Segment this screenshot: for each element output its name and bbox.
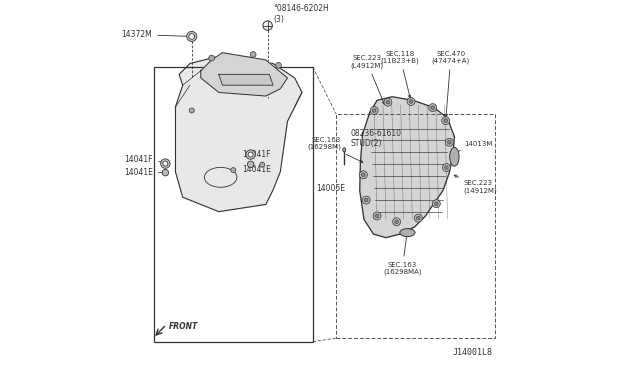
Circle shape bbox=[442, 164, 451, 171]
Text: 14013M: 14013M bbox=[454, 141, 492, 154]
Circle shape bbox=[409, 100, 413, 103]
Text: FRONT: FRONT bbox=[169, 322, 198, 331]
Circle shape bbox=[248, 161, 254, 167]
Circle shape bbox=[433, 200, 440, 208]
Circle shape bbox=[189, 108, 195, 113]
Polygon shape bbox=[175, 56, 302, 212]
Text: 14372M: 14372M bbox=[121, 30, 189, 39]
Text: SEC.163
(16298MA): SEC.163 (16298MA) bbox=[383, 233, 422, 275]
Circle shape bbox=[248, 152, 253, 157]
Circle shape bbox=[386, 100, 390, 104]
Circle shape bbox=[161, 159, 170, 168]
Circle shape bbox=[263, 21, 272, 30]
Circle shape bbox=[260, 162, 265, 167]
Circle shape bbox=[163, 161, 168, 166]
Text: 14041F: 14041F bbox=[125, 155, 163, 164]
Circle shape bbox=[231, 167, 236, 173]
Text: SEC.163
(16298M): SEC.163 (16298M) bbox=[307, 137, 363, 163]
Polygon shape bbox=[201, 53, 287, 96]
Circle shape bbox=[435, 202, 438, 205]
Polygon shape bbox=[219, 74, 273, 85]
Circle shape bbox=[246, 150, 255, 159]
Circle shape bbox=[407, 97, 415, 105]
Text: J14001L8: J14001L8 bbox=[452, 348, 493, 357]
Polygon shape bbox=[360, 97, 454, 238]
Circle shape bbox=[442, 117, 450, 125]
Circle shape bbox=[364, 198, 368, 202]
Text: SEC.470
(47474+A): SEC.470 (47474+A) bbox=[431, 51, 470, 117]
Text: 14041F: 14041F bbox=[243, 150, 271, 160]
Circle shape bbox=[162, 169, 168, 176]
Circle shape bbox=[209, 55, 214, 61]
Ellipse shape bbox=[400, 229, 415, 237]
Circle shape bbox=[373, 212, 381, 220]
Circle shape bbox=[414, 214, 422, 222]
Ellipse shape bbox=[450, 147, 459, 166]
Text: 14005E: 14005E bbox=[316, 184, 346, 193]
Circle shape bbox=[445, 166, 448, 169]
Circle shape bbox=[250, 52, 256, 57]
Bar bbox=[154, 67, 313, 342]
Circle shape bbox=[417, 217, 420, 220]
Circle shape bbox=[370, 106, 378, 115]
Text: 14041E: 14041E bbox=[124, 168, 163, 177]
Text: 08236-61610
STUD(2): 08236-61610 STUD(2) bbox=[351, 129, 402, 148]
Circle shape bbox=[444, 119, 447, 122]
Circle shape bbox=[187, 31, 197, 42]
Circle shape bbox=[431, 106, 435, 109]
Circle shape bbox=[384, 98, 392, 106]
Circle shape bbox=[445, 138, 453, 146]
Circle shape bbox=[447, 141, 451, 144]
Circle shape bbox=[360, 171, 367, 179]
Circle shape bbox=[429, 104, 436, 112]
Circle shape bbox=[375, 214, 379, 218]
Circle shape bbox=[362, 173, 365, 177]
Text: SEC.223
(14912M): SEC.223 (14912M) bbox=[454, 175, 497, 194]
Ellipse shape bbox=[343, 148, 346, 152]
Text: 14041E: 14041E bbox=[243, 164, 271, 173]
Circle shape bbox=[395, 220, 398, 224]
Circle shape bbox=[276, 62, 282, 68]
Circle shape bbox=[372, 109, 376, 112]
Circle shape bbox=[362, 196, 370, 204]
Text: SEC.118
(11B23+B): SEC.118 (11B23+B) bbox=[381, 51, 420, 98]
Text: °08146-6202H
(3): °08146-6202H (3) bbox=[273, 4, 329, 24]
Circle shape bbox=[392, 218, 401, 226]
Circle shape bbox=[189, 33, 195, 39]
Text: SEC.223
(L4912M): SEC.223 (L4912M) bbox=[351, 55, 385, 104]
